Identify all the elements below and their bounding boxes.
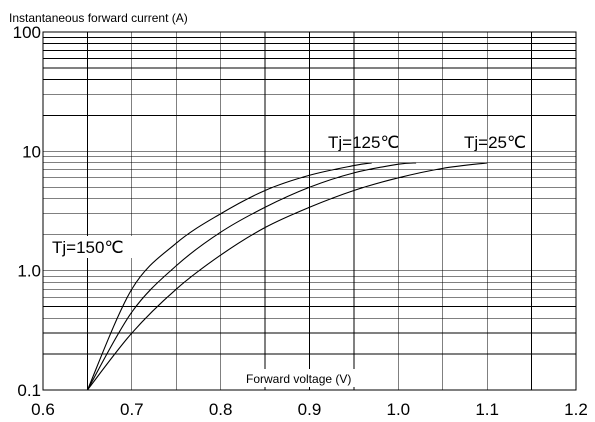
y-tick-label: 0.1 [17,381,41,400]
x-tick-label: 0.8 [209,400,233,419]
x-axis-title-background [238,369,396,387]
plot-frame [42,31,577,391]
annotation-tj125: Tj=125℃ [328,133,400,152]
x-tick-labels: 0.6 0.7 0.8 0.9 1.0 1.1 1.2 [31,400,588,419]
y-tick-label: 10 [22,142,41,161]
x-tick-label: 0.6 [31,400,55,419]
y-tick-label: 1.0 [17,262,41,281]
y-tick-label: 100 [13,23,41,42]
series-line-2 [86,162,488,391]
annotation-tj25: Tj=25℃ [464,133,526,152]
series-line-0 [86,162,372,391]
x-tick-label: 1.0 [387,400,411,419]
x-tick-label: 0.9 [298,400,322,419]
x-tick-label: 1.1 [475,400,499,419]
y-tick-labels: 0.1 1.0 10 100 [13,23,41,400]
annotation-tj150-background [48,236,144,258]
series-line-1 [86,162,417,391]
x-tick-label: 0.7 [120,400,144,419]
series-group [86,162,488,391]
x-tick-label: 1.2 [564,400,588,419]
y-axis-title: Instantaneous forward current (A) [9,11,188,25]
grid [42,31,577,391]
annotation-tj150: Tj=150℃ [52,238,124,257]
x-axis-title: Forward voltage (V) [246,372,351,386]
